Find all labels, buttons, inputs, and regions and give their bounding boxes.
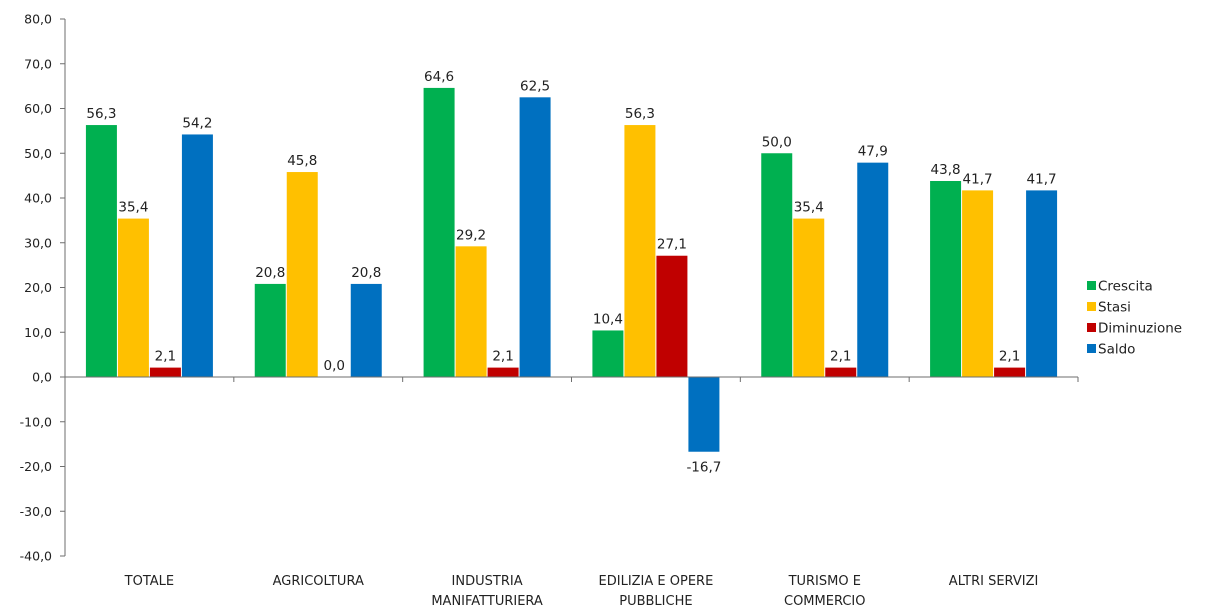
bar-crescita-2 xyxy=(423,87,455,377)
data-label: 43,8 xyxy=(931,162,961,178)
data-label: 35,4 xyxy=(118,200,148,216)
y-tick-label: 60,0 xyxy=(24,101,52,116)
data-label: 35,4 xyxy=(794,200,824,216)
data-label: 2,1 xyxy=(999,349,1020,365)
bar-stasi-2 xyxy=(455,246,487,377)
bar-crescita-1 xyxy=(254,283,286,377)
data-label: 50,0 xyxy=(762,134,792,150)
data-label: 0,0 xyxy=(324,358,345,374)
data-label: 56,3 xyxy=(86,106,116,122)
category-label: MANIFATTURIERA xyxy=(431,594,543,609)
y-tick-label: 20,0 xyxy=(24,280,52,295)
data-label: 2,1 xyxy=(155,349,176,365)
category-label: EDILIZIA E OPERE xyxy=(599,574,714,589)
data-label: 62,5 xyxy=(520,78,550,94)
bar-saldo-4 xyxy=(857,162,889,377)
legend-swatch-saldo xyxy=(1087,344,1096,353)
bar-diminuzione-3 xyxy=(656,255,688,377)
data-label: -16,7 xyxy=(686,460,721,476)
y-axis: 80,0 70,0 60,0 50,0 40,0 30,0 20,0 10,0 0,0 -10,0… xyxy=(20,12,66,564)
y-tick-label: 40,0 xyxy=(24,191,52,206)
legend-swatch-crescita xyxy=(1087,281,1096,290)
category-label: ALTRI SERVIZI xyxy=(949,574,1039,589)
y-tick-label: 0,0 xyxy=(32,370,52,385)
y-tick-label: 50,0 xyxy=(24,146,52,161)
data-label: 47,9 xyxy=(858,144,888,160)
category-label: INDUSTRIA xyxy=(452,574,523,589)
bar-saldo-2 xyxy=(519,97,551,377)
data-label: 64,6 xyxy=(424,69,454,85)
data-label: 54,2 xyxy=(182,115,212,131)
y-tick-label: 10,0 xyxy=(24,325,52,340)
data-label: 56,3 xyxy=(625,106,655,122)
data-label: 20,8 xyxy=(351,265,381,281)
bar-diminuzione-4 xyxy=(825,367,857,377)
y-tick-label: 80,0 xyxy=(24,12,52,27)
bar-stasi-1 xyxy=(286,172,318,377)
data-label: 41,7 xyxy=(1027,171,1057,187)
data-label: 45,8 xyxy=(287,153,317,169)
bars-group: 56,3 35,4 2,1 54,2 20,8 45,8 0,0 20,8 64,6 29,2 2,… xyxy=(85,69,1058,476)
data-label: 20,8 xyxy=(255,265,285,281)
bar-crescita-5 xyxy=(930,180,962,377)
y-tick-label: -10,0 xyxy=(20,414,52,429)
legend-label: Stasi xyxy=(1098,300,1131,316)
bar-saldo-0 xyxy=(181,134,213,377)
y-tick-label: -20,0 xyxy=(20,459,52,474)
category-label: TOTALE xyxy=(124,574,174,589)
legend-swatch-stasi xyxy=(1087,302,1096,311)
data-label: 2,1 xyxy=(830,349,851,365)
legend-swatch-diminuzione xyxy=(1087,323,1096,332)
bar-diminuzione-0 xyxy=(149,367,181,377)
bar-saldo-5 xyxy=(1026,190,1058,377)
data-label: 29,2 xyxy=(456,227,486,243)
x-axis: TOTALE AGRICOLTURA INDUSTRIA MANIFATTURIERA… xyxy=(64,376,1079,609)
bar-crescita-4 xyxy=(761,153,793,377)
category-label: PUBBLICHE xyxy=(619,594,692,609)
bar-stasi-3 xyxy=(624,125,656,378)
bar-saldo-3 xyxy=(688,377,720,452)
bar-stasi-0 xyxy=(117,218,149,377)
bar-crescita-0 xyxy=(85,125,117,378)
legend-label: Crescita xyxy=(1098,279,1153,295)
bar-diminuzione-5 xyxy=(994,367,1026,377)
legend-label: Diminuzione xyxy=(1098,321,1182,337)
legend: Crescita Stasi Diminuzione Saldo xyxy=(1087,279,1182,358)
y-tick-label: -30,0 xyxy=(20,504,52,519)
category-label: AGRICOLTURA xyxy=(273,574,364,589)
y-tick-label: 70,0 xyxy=(24,56,52,71)
y-tick-label: -40,0 xyxy=(20,549,52,564)
bar-stasi-5 xyxy=(962,190,994,377)
data-label: 41,7 xyxy=(963,171,993,187)
data-label: 27,1 xyxy=(657,237,687,253)
category-label: COMMERCIO xyxy=(784,594,866,609)
data-label: 2,1 xyxy=(492,349,513,365)
bar-saldo-1 xyxy=(350,283,382,377)
bar-stasi-4 xyxy=(793,218,825,377)
y-tick-label: 30,0 xyxy=(24,235,52,250)
bar-diminuzione-2 xyxy=(487,367,519,377)
category-label: TURISMO E xyxy=(788,574,861,589)
data-label: 10,4 xyxy=(593,311,623,327)
bar-crescita-3 xyxy=(592,330,624,377)
legend-label: Saldo xyxy=(1098,342,1135,358)
